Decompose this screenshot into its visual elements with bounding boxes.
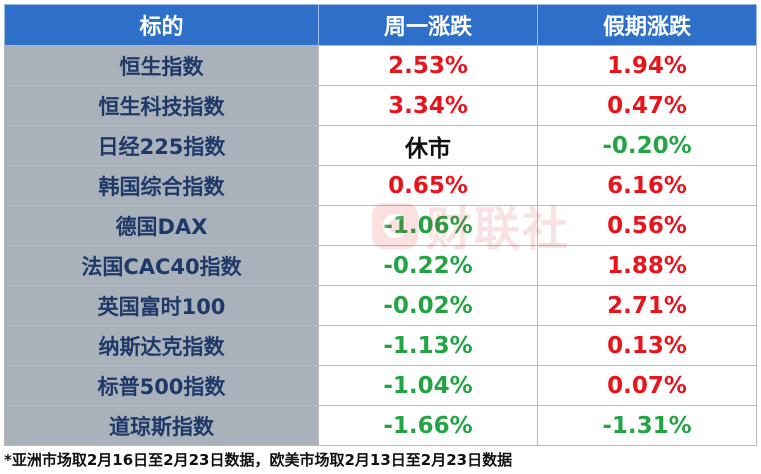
holiday-change-cell: 0.56% [537, 205, 757, 246]
table-row: 英国富时100 -0.02% 2.71% [4, 285, 757, 326]
monday-change-cell: 2.53% [318, 45, 538, 86]
monday-change-cell: 休市 [318, 125, 538, 166]
monday-change-cell: -0.22% [318, 245, 538, 286]
holiday-change-cell: 1.88% [537, 245, 757, 286]
index-name-cell: 法国CAC40指数 [4, 245, 319, 286]
monday-change-cell: -0.02% [318, 285, 538, 326]
holiday-change-cell: 6.16% [537, 165, 757, 206]
holiday-change-cell: 0.07% [537, 365, 757, 406]
holiday-change-cell: 1.94% [537, 45, 757, 86]
index-name-cell: 英国富时100 [4, 285, 319, 326]
index-name-cell: 韩国综合指数 [4, 165, 319, 206]
monday-change-cell: -1.06% [318, 205, 538, 246]
holiday-change-cell: -0.20% [537, 125, 757, 166]
monday-change-cell: -1.66% [318, 405, 538, 446]
table-row: 恒生指数 2.53% 1.94% [4, 45, 757, 86]
monday-change-cell: -1.04% [318, 365, 538, 406]
index-name-cell: 德国DAX [4, 205, 319, 246]
table-row: 恒生科技指数 3.34% 0.47% [4, 85, 757, 126]
index-name-cell: 道琼斯指数 [4, 405, 319, 446]
holiday-change-cell: -1.31% [537, 405, 757, 446]
table-header-row: 标的 周一涨跌 假期涨跌 [4, 4, 757, 46]
table-row: 纳斯达克指数 -1.13% 0.13% [4, 325, 757, 366]
table-row: 日经225指数 休市 -0.20% [4, 125, 757, 166]
monday-change-cell: -1.13% [318, 325, 538, 366]
monday-change-cell: 0.65% [318, 165, 538, 206]
table-row: 德国DAX -1.06% 0.56% [4, 205, 757, 246]
table-row: 法国CAC40指数 -0.22% 1.88% [4, 245, 757, 286]
index-name-cell: 恒生指数 [4, 45, 319, 86]
holiday-change-cell: 0.47% [537, 85, 757, 126]
index-name-cell: 标普500指数 [4, 365, 319, 406]
holiday-change-cell: 0.13% [537, 325, 757, 366]
index-name-cell: 恒生科技指数 [4, 85, 319, 126]
table-row: 道琼斯指数 -1.66% -1.31% [4, 405, 757, 446]
index-change-table: 标的 周一涨跌 假期涨跌 恒生指数 2.53% 1.94% 恒生科技指数 3.3… [4, 4, 757, 446]
header-holiday-change: 假期涨跌 [537, 4, 757, 46]
table-row: 标普500指数 -1.04% 0.07% [4, 365, 757, 406]
footnote: *亚洲市场取2月16日至2月23日数据，欧美市场取2月13日至2月23日数据 [4, 451, 513, 469]
holiday-change-cell: 2.71% [537, 285, 757, 326]
header-index-name: 标的 [4, 4, 319, 46]
index-name-cell: 纳斯达克指数 [4, 325, 319, 366]
monday-change-cell: 3.34% [318, 85, 538, 126]
header-monday-change: 周一涨跌 [318, 4, 538, 46]
table-row: 韩国综合指数 0.65% 6.16% [4, 165, 757, 206]
index-name-cell: 日经225指数 [4, 125, 319, 166]
